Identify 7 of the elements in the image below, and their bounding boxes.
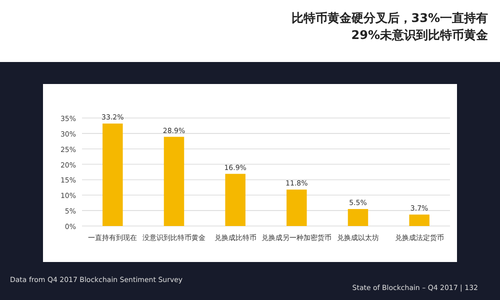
bar	[102, 124, 123, 226]
bar	[409, 214, 430, 226]
bar	[225, 174, 246, 226]
bar	[286, 190, 307, 226]
bar	[164, 136, 184, 226]
bar	[348, 209, 368, 226]
chart-title: 比特币黄金硬分叉后，33%一直持有 29%未意识到比特币黄金	[291, 11, 489, 42]
